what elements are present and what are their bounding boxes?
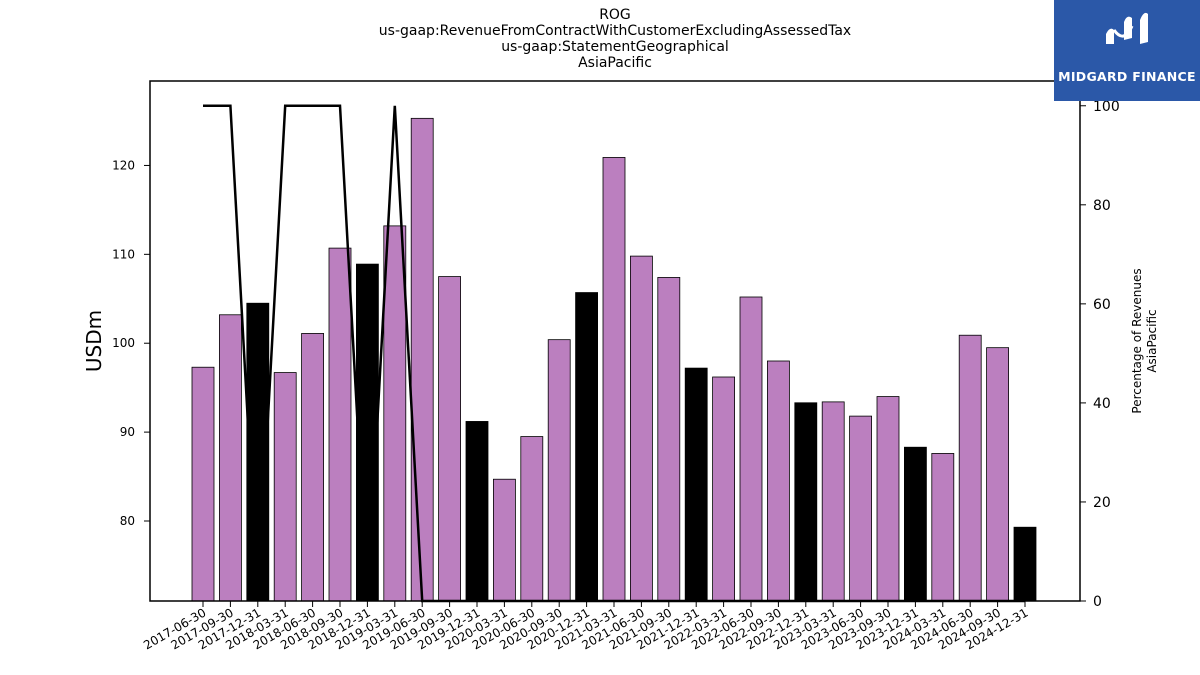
bar-2020-03-31 [492, 478, 516, 602]
y-tick-label: 80 [120, 514, 135, 528]
bar-2024-06-30 [958, 334, 982, 602]
y-tick-label: 120 [112, 158, 135, 172]
y2-tick-label: 60 [1093, 297, 1111, 313]
bar-2017-09-30 [218, 314, 242, 602]
bar-2021-03-31 [602, 157, 626, 602]
bar-2021-06-30 [630, 255, 653, 602]
midgard-finance-logo: MIDGARD FINANCE [1054, 0, 1200, 101]
bar-2018-12-31 [355, 263, 379, 602]
y2-tick-label: 20 [1093, 495, 1111, 511]
bar-2023-06-30 [849, 415, 872, 602]
bar-2021-09-30 [657, 277, 681, 602]
y2-tick-label: 0 [1093, 594, 1102, 610]
bar-2024-09-30 [986, 347, 1009, 602]
y-axis-label: USDm [82, 310, 106, 372]
bar-2023-09-30 [876, 396, 900, 602]
bar-2020-12-31 [575, 292, 598, 602]
y2-tick-label: 40 [1093, 396, 1111, 412]
bar-2019-12-31 [465, 421, 489, 602]
chart-title-line-1: ROG [599, 7, 631, 23]
bar-2024-12-31 [1013, 526, 1037, 602]
bar-2023-03-31 [821, 401, 845, 602]
y2-axis-label-line-1: Percentage of Revenues [1130, 268, 1144, 413]
bar-2017-06-30 [191, 366, 215, 602]
bar-2019-06-30 [410, 117, 434, 602]
bar-2022-12-31 [794, 402, 818, 602]
bar-2020-06-30 [520, 436, 544, 602]
logo-mark-icon [1106, 12, 1148, 44]
y2-tick-label: 80 [1093, 198, 1111, 214]
y-tick-label: 100 [112, 336, 135, 350]
bar-2022-09-30 [767, 360, 790, 602]
bar-2022-06-30 [739, 296, 763, 602]
bar-2024-03-31 [931, 453, 955, 602]
bar-2023-12-31 [904, 446, 927, 602]
plot-frame [149, 80, 1081, 602]
bar-2018-03-31 [273, 372, 297, 602]
bar-2022-03-31 [712, 376, 735, 602]
bar-2019-03-31 [383, 225, 407, 602]
y-tick-label: 90 [120, 425, 135, 439]
bar-2021-12-31 [684, 367, 708, 602]
y2-axis-label-line-2: AsiaPacific [1145, 309, 1159, 372]
logo-text: MIDGARD FINANCE [1058, 69, 1196, 84]
chart-title-line-3: us-gaap:StatementGeographical [501, 39, 729, 55]
bar-2019-09-30 [438, 276, 462, 602]
y2-tick-label: 100 [1093, 99, 1120, 115]
bar-2018-09-30 [328, 247, 352, 602]
chart-title-line-2: us-gaap:RevenueFromContractWithCustomerE… [378, 23, 852, 39]
bar-2018-06-30 [301, 333, 325, 602]
y-tick-label: 110 [112, 247, 135, 261]
chart-title-line-4: AsiaPacific [578, 55, 652, 71]
bar-2020-09-30 [547, 339, 571, 602]
